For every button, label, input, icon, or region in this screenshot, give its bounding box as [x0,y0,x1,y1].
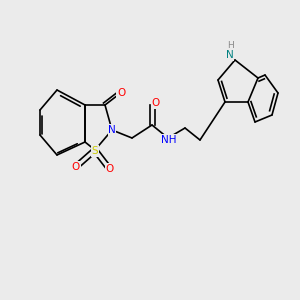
Text: O: O [72,162,80,172]
Text: S: S [92,146,98,156]
Text: O: O [152,98,160,108]
Text: NH: NH [161,135,177,145]
Text: H: H [226,40,233,50]
Text: N: N [226,50,234,60]
Text: O: O [106,164,114,174]
Text: O: O [117,88,125,98]
Text: N: N [108,125,116,135]
